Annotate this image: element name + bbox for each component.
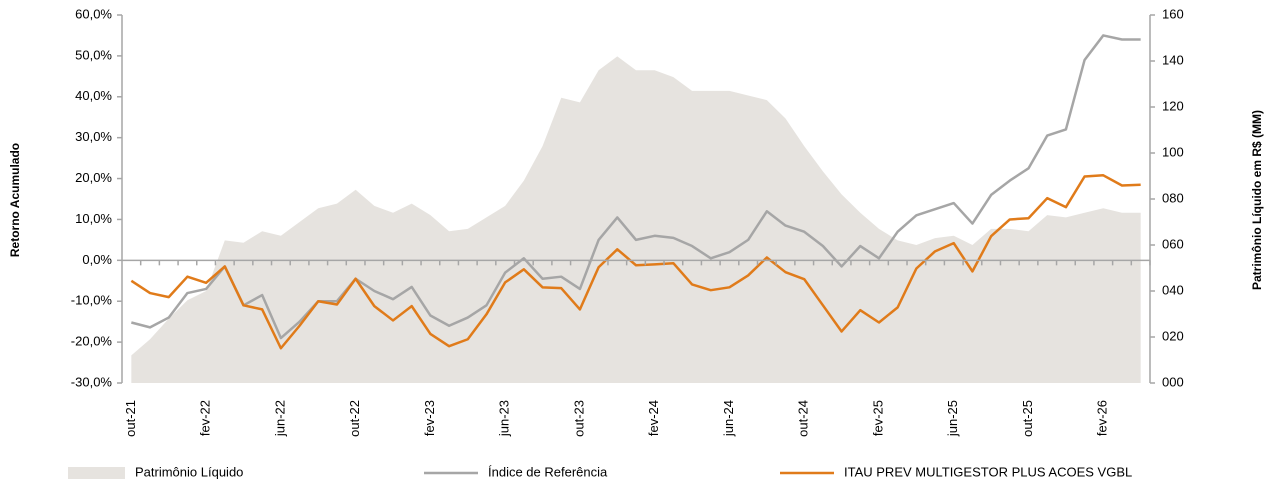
x-tick-label: out-22 [347, 400, 362, 437]
x-tick-label: out-25 [1020, 400, 1035, 437]
x-tick-label: jun-22 [272, 400, 287, 437]
x-tick-label: out-24 [796, 400, 811, 437]
y2-tick-label: 140 [1162, 52, 1184, 67]
y-tick-label: 50,0% [75, 47, 112, 62]
x-tick-label: fev-25 [870, 400, 885, 436]
y-tick-label: -30,0% [71, 374, 113, 389]
y-tick-label: 10,0% [75, 211, 112, 226]
x-tick-label: out-23 [571, 400, 586, 437]
x-tick-label: fev-26 [1095, 400, 1110, 436]
y-tick-label: 60,0% [75, 6, 112, 21]
y2-tick-label: 120 [1162, 98, 1184, 113]
y-tick-label: 20,0% [75, 170, 112, 185]
x-tick-label: jun-23 [497, 400, 512, 437]
legend-swatch [68, 467, 125, 479]
y-tick-label: -20,0% [71, 334, 113, 349]
y2-axis-label: Patrimônio Líquido em R$ (MM) [1250, 110, 1264, 290]
y2-tick-label: 060 [1162, 236, 1184, 251]
line [130, 174, 1141, 350]
y2-tick-label: 160 [1162, 6, 1184, 21]
legend-label: Índice de Referência [488, 464, 608, 479]
y-tick-label: 0,0% [82, 252, 112, 267]
y2-tick-label: 000 [1162, 374, 1184, 389]
y-tick-label: -10,0% [71, 293, 113, 308]
x-tick-label: jun-25 [945, 400, 960, 437]
y2-tick-label: 080 [1162, 190, 1184, 205]
x-tick-label: jun-24 [721, 400, 736, 437]
y2-tick-label: 100 [1162, 144, 1184, 159]
plot-area [130, 34, 1141, 384]
x-tick-label: fev-22 [198, 400, 213, 436]
x-tick-label: fev-23 [422, 400, 437, 436]
y2-tick-label: 020 [1162, 328, 1184, 343]
x-tick-label: out-21 [123, 400, 138, 437]
line [131, 34, 1141, 340]
y-tick-label: 30,0% [75, 129, 112, 144]
y-axis-label: Retorno Acumulado [8, 143, 22, 257]
x-tick-label: fev-24 [646, 400, 661, 436]
area [131, 56, 1141, 384]
legend-label: Patrimônio Líquido [135, 464, 243, 479]
y-tick-label: 40,0% [75, 88, 112, 103]
legend-label: ITAU PREV MULTIGESTOR PLUS ACOES VGBL [844, 464, 1132, 479]
y2-tick-label: 040 [1162, 282, 1184, 297]
